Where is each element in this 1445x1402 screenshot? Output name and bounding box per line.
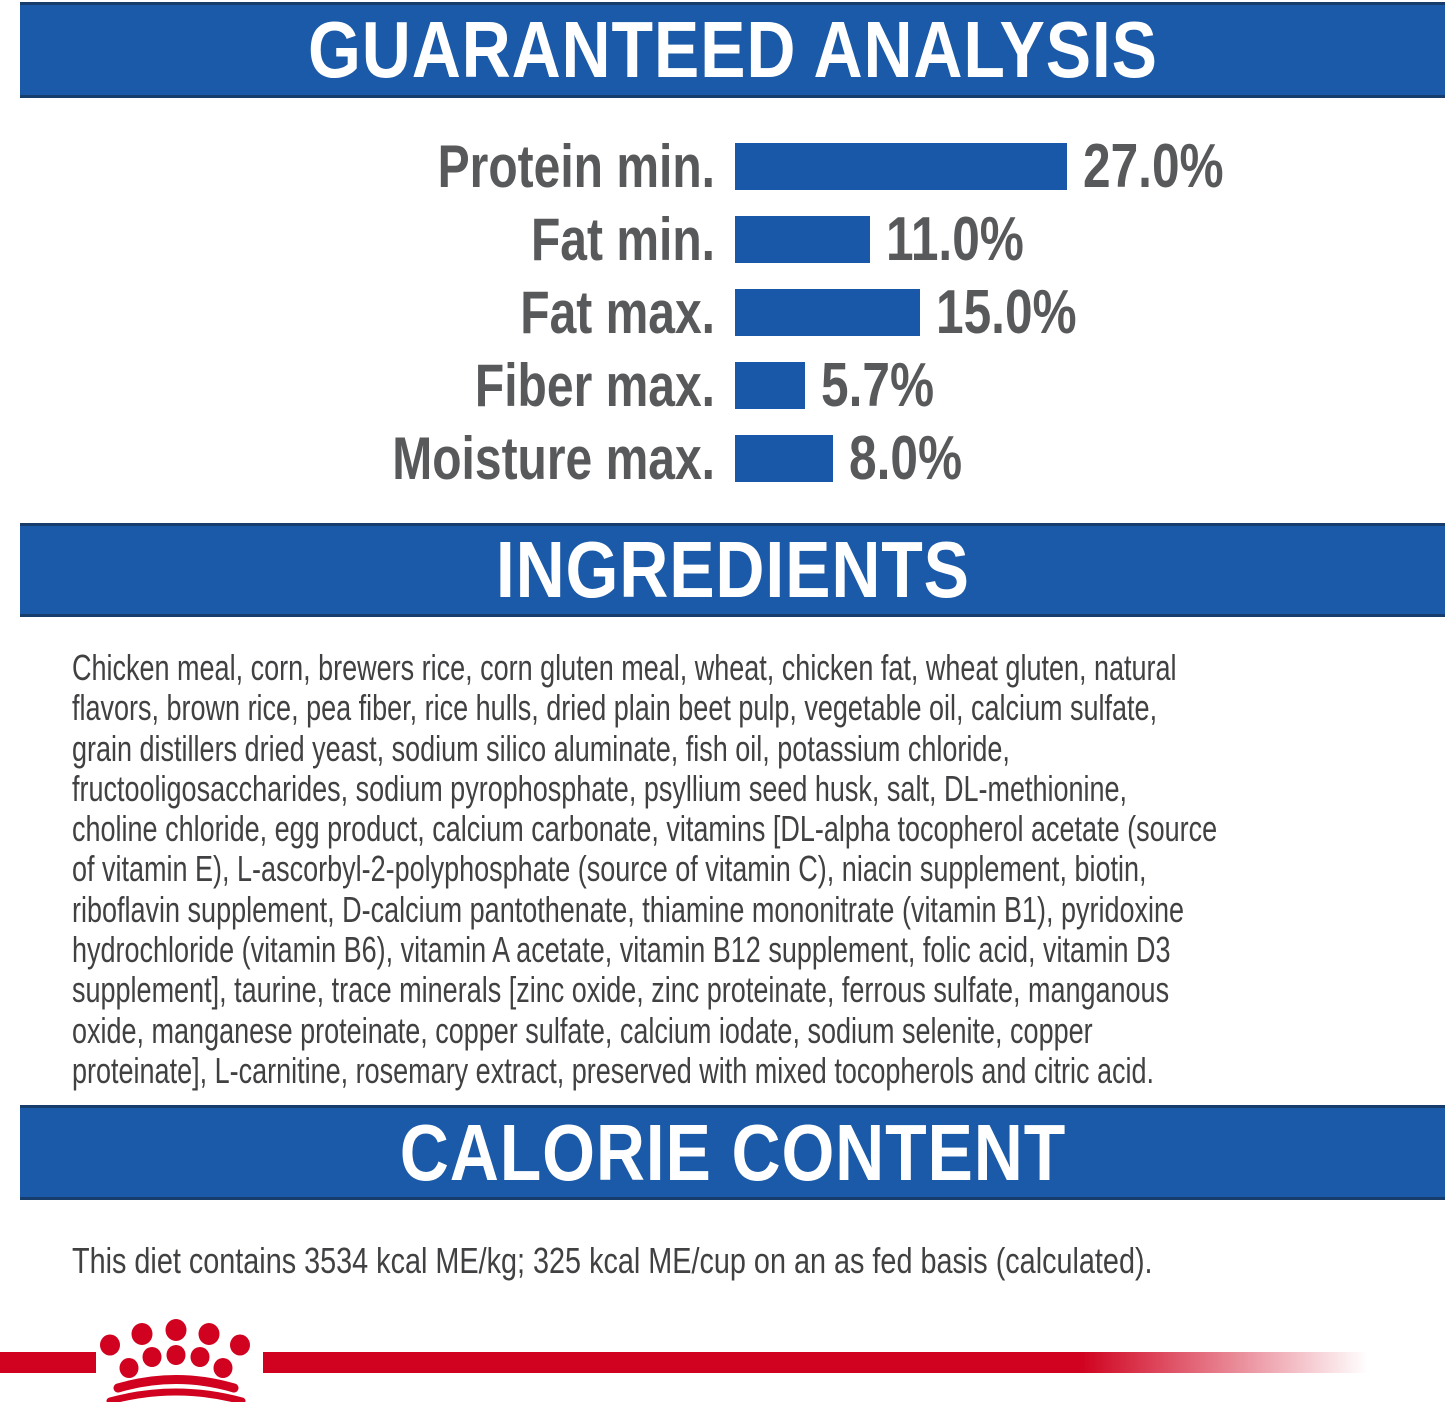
chart-row: Fat min. 11.0% xyxy=(0,203,1445,276)
chart-category-label: Fat min. xyxy=(530,206,715,273)
brand-stripe-right xyxy=(263,1352,1368,1373)
ingredients-line: hydrochloride (vitamin B6), vitamin A ac… xyxy=(72,929,1171,971)
ingredients-line: fructooligosaccharides, sodium pyrophosp… xyxy=(72,767,1128,809)
chart-bar xyxy=(735,362,806,409)
ingredients-line: flavors, brown rice, pea fiber, rice hul… xyxy=(72,687,1158,729)
chart-row: Fiber max. 5.7% xyxy=(0,349,1445,422)
guaranteed-analysis-header: GUARANTEED ANALYSIS xyxy=(20,2,1445,98)
ingredients-line: choline chloride, egg product, calcium c… xyxy=(72,808,1218,850)
royal-canin-crown-icon xyxy=(100,1319,250,1402)
brand-stripe-left xyxy=(0,1352,96,1373)
chart-value-label: 8.0% xyxy=(849,424,963,493)
chart-row: Protein min. 27.0% xyxy=(0,130,1445,203)
chart-value-label: 15.0% xyxy=(935,278,1077,347)
ingredients-header: INGREDIENTS xyxy=(20,523,1445,617)
chart-bar xyxy=(735,289,920,336)
chart-value-label: 11.0% xyxy=(886,205,1025,274)
chart-category-label: Protein min. xyxy=(437,133,715,200)
ingredients-line: proteinate], L-carnitine, rosemary extra… xyxy=(72,1049,1154,1091)
chart-value-label: 27.0% xyxy=(1083,132,1224,201)
chart-bar xyxy=(735,435,834,482)
ingredients-text: Chicken meal, corn, brewers rice, corn g… xyxy=(72,647,1218,1091)
ingredients-title: INGREDIENTS xyxy=(495,525,970,614)
guaranteed-analysis-title: GUARANTEED ANALYSIS xyxy=(307,5,1158,94)
ingredients-line: riboflavin supplement, D-calcium pantoth… xyxy=(72,888,1185,930)
chart-category-label: Fiber max. xyxy=(474,352,715,419)
chart-category-label: Fat max. xyxy=(520,279,715,346)
ingredients-line: oxide, manganese proteinate, copper sulf… xyxy=(72,1009,1093,1051)
chart-value-label: 5.7% xyxy=(821,351,935,420)
calorie-content-text: This diet contains 3534 kcal ME/kg; 325 … xyxy=(72,1240,1153,1281)
ingredients-line: of vitamin E), L-ascorbyl-2-polyphosphat… xyxy=(72,848,1147,890)
ingredients-line: Chicken meal, corn, brewers rice, corn g… xyxy=(72,647,1177,688)
chart-row: Moisture max. 8.0% xyxy=(0,422,1445,495)
calorie-content-header: CALORIE CONTENT xyxy=(20,1105,1445,1200)
chart-row: Fat max. 15.0% xyxy=(0,276,1445,349)
ingredients-line: supplement], taurine, trace minerals [zi… xyxy=(72,969,1170,1011)
chart-bar xyxy=(735,216,871,263)
calorie-content-title: CALORIE CONTENT xyxy=(399,1107,1066,1197)
guaranteed-analysis-chart: Protein min. 27.0% Fat min. 11.0% Fat max. 15… xyxy=(0,130,1445,495)
chart-category-label: Moisture max. xyxy=(392,425,715,492)
chart-bar xyxy=(735,143,1068,190)
ingredients-line: grain distillers dried yeast, sodium sil… xyxy=(72,727,1010,769)
